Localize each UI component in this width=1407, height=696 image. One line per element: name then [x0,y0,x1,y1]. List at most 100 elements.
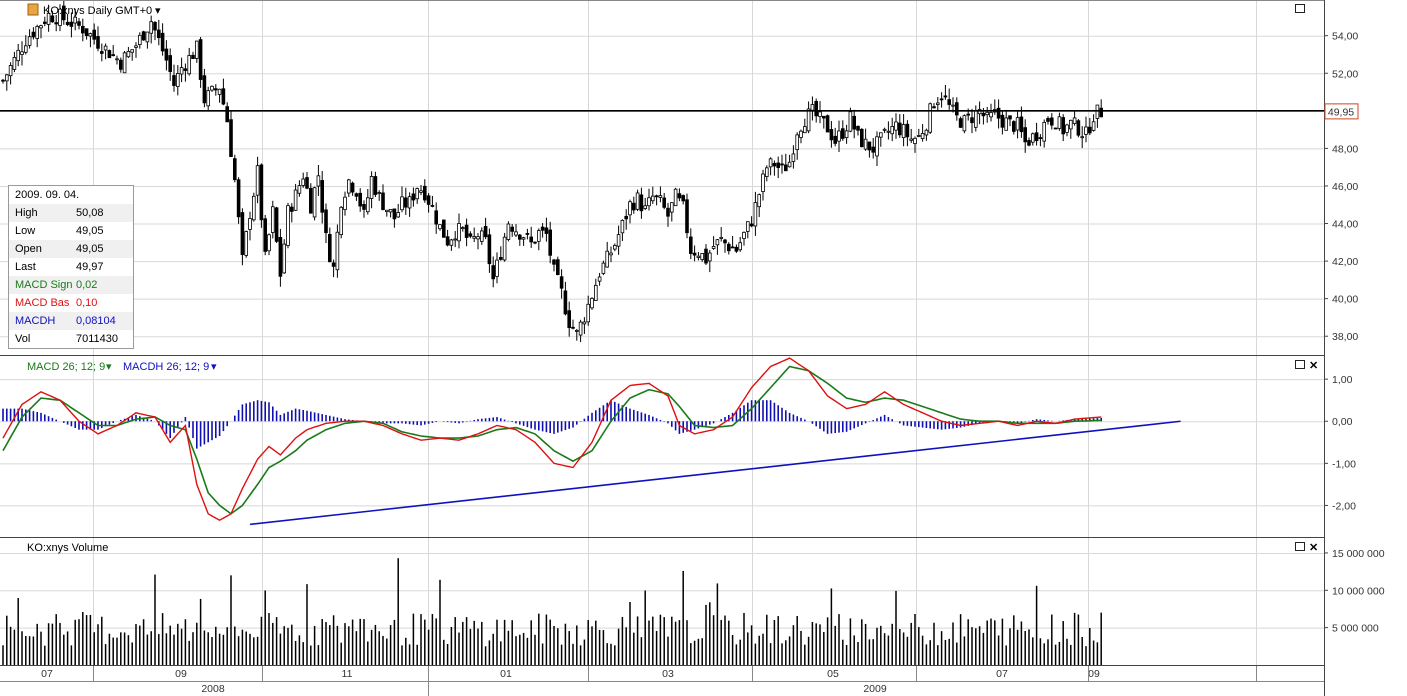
close-icon[interactable]: ✕ [1309,360,1318,372]
candle-body [1004,117,1008,131]
chart-header[interactable]: KO:xnys Daily GMT+0 ▾ [27,3,161,17]
candle-body [88,33,93,37]
candle-body [324,209,328,234]
candle-body [1027,140,1031,146]
candle-body [936,102,940,105]
candle-body [844,130,849,139]
info-row: MACDH 0,08104 [9,312,133,330]
candle-body [559,276,564,289]
candle-body [799,130,803,138]
candle-body [445,236,450,246]
candle-body [103,45,108,51]
candle-body [358,192,362,207]
info-row: Low 49,05 [9,222,133,240]
candle-body [601,262,606,274]
candle-body [590,297,594,309]
candle-body [312,187,317,218]
info-row: Open 49,05 [9,240,133,258]
candle-body [16,49,20,62]
candle-body [632,202,636,211]
candle-body [970,117,974,124]
info-value: 0,02 [76,279,98,291]
candle-body [867,141,872,151]
candle-body [761,173,765,193]
candle-body [172,75,176,86]
x-month-label: 09 [1088,668,1100,680]
candle-body [749,223,754,227]
maximize-icon[interactable] [1295,542,1305,551]
candle-body [909,138,913,141]
candle-body [905,123,910,138]
candle-body [411,193,416,201]
y-tick-label: -1,00 [1332,458,1356,470]
macd-indicator-label[interactable]: MACD 26; 12; 9 [27,361,105,373]
candle-body [251,195,256,221]
candle-body [479,230,484,242]
candle-body [525,233,530,235]
candle-body [996,107,1001,119]
candle-body [951,104,955,107]
y-tick-label: 40,00 [1332,294,1358,306]
candle-body [704,248,708,264]
y-tick-label: 5 000 000 [1332,623,1379,635]
candle-body [400,196,404,211]
candle-body [981,112,986,117]
candle-body [890,126,894,135]
candle-body [126,51,131,58]
info-value: 49,05 [76,225,104,237]
candle-body [556,259,560,276]
info-value: 0,10 [76,297,98,309]
info-value: 49,97 [76,261,104,273]
candle-body [1046,118,1050,122]
candle-body [12,57,17,70]
candle-body [35,26,39,39]
last-price-tag: 49,95 [1324,103,1359,120]
chevron-down-icon[interactable]: ▾ [155,5,161,17]
candle-body [50,15,55,23]
candle-body [563,290,568,315]
candle-body [217,88,222,95]
candle-body [848,111,853,132]
x-month-label: 11 [342,668,353,680]
candle-body [320,180,324,213]
candle-body [746,221,750,232]
candle-body [962,115,967,132]
info-label: MACDH [15,315,56,327]
candle-body [213,88,218,91]
price-candles [1,0,1104,343]
candle-body [156,29,161,39]
candle-body [229,119,233,157]
candle-body [270,206,275,233]
candle-body [392,208,397,220]
candle-body [692,252,697,256]
candle-body [1000,114,1005,128]
candle-body [438,224,442,230]
candle-body [681,195,685,202]
maximize-icon[interactable] [1295,360,1305,369]
y-tick-label: 44,00 [1332,219,1358,231]
candle-body [354,193,359,197]
macdh-indicator-label[interactable]: MACDH 26; 12; 9 [123,361,209,373]
candle-body [723,239,727,244]
candle-body [943,95,948,98]
candle-body [297,185,302,194]
close-icon[interactable]: ✕ [1309,542,1318,554]
candle-body [1050,117,1054,126]
candle-body [791,153,796,162]
candle-body [829,129,834,141]
candle-body [898,122,902,136]
candle-body [1080,136,1085,139]
candle-body [278,237,283,277]
candle-body [1,79,5,82]
info-value: 0,08104 [76,315,116,327]
info-row: MACD Bas 0,10 [9,294,133,312]
candle-body [939,98,944,101]
candle-body [803,126,807,134]
candle-body [860,128,864,148]
candle-body [69,21,74,27]
maximize-icon[interactable] [1295,4,1305,13]
chevron-down-icon[interactable]: ▾ [106,361,112,373]
volume-indicator-label[interactable]: KO:xnys Volume [27,542,108,554]
macd-signal-line [2,365,1102,515]
chevron-down-icon[interactable]: ▾ [211,361,217,373]
